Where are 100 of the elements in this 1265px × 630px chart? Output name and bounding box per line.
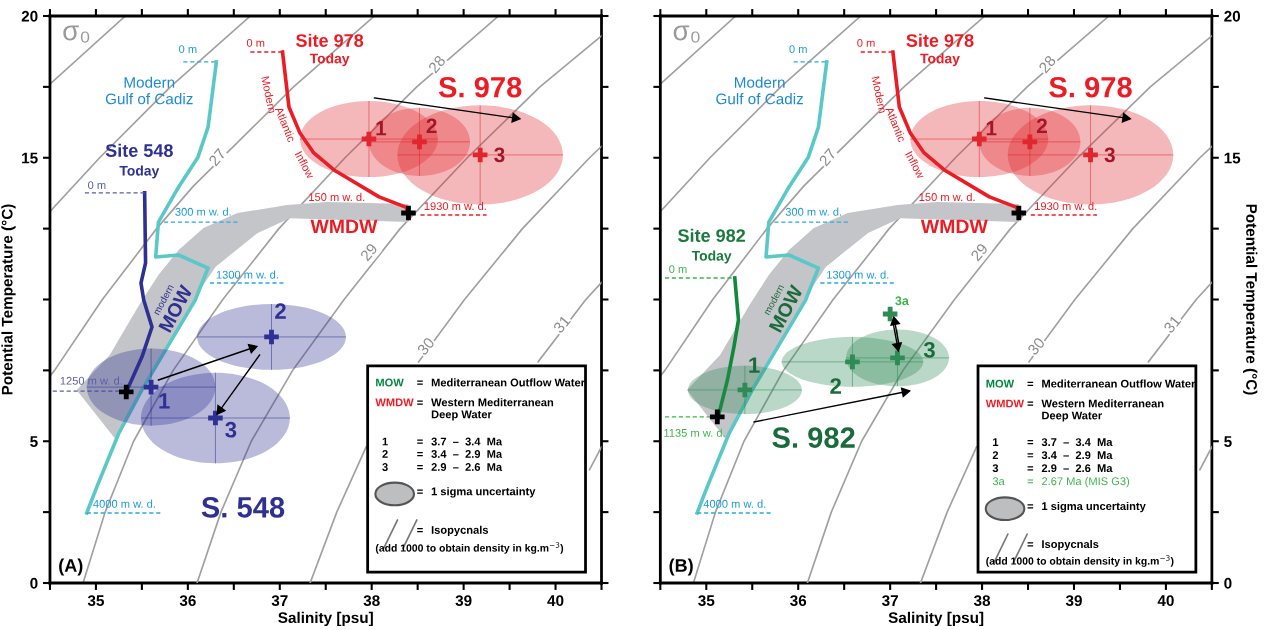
annotation: 1 (159, 393, 170, 409)
annotation: 31 (552, 314, 572, 334)
annotation: 0 m (88, 181, 106, 190)
annotation: WMDW = Western Mediterranean Deep Water (985, 399, 1164, 422)
annotation: Site 548 (105, 143, 173, 157)
annotation: 27 (818, 147, 837, 167)
y-tick-label: 15 (1224, 152, 1241, 164)
y-tick-label: 20 (21, 10, 38, 22)
annotation: 1930 m w. d. (424, 201, 486, 211)
x-tick-label: 40 (547, 595, 564, 607)
y-tick-label: 5 (30, 436, 38, 447)
annotation: 150 m w. d. (919, 192, 975, 201)
annotation: (add 1000 to obtain density in kg.m$^{−3}$) (375, 542, 564, 554)
annotation: 28 (427, 54, 447, 74)
text: (A) (59, 558, 83, 576)
y-tick-label: 20 (1224, 10, 1241, 22)
annotation: S. 982 (772, 427, 855, 448)
annotation: Today (691, 250, 732, 264)
annotation: 0 m (246, 38, 265, 47)
annotation: Inflow (294, 150, 316, 180)
x-tick-label: 35 (698, 595, 715, 607)
annotation: 3 (1104, 147, 1115, 163)
annotation: 2 (830, 378, 842, 394)
annotation: 2 (426, 118, 437, 134)
x-tick-label: 37 (881, 595, 898, 607)
annotation: 27 (208, 147, 227, 167)
text: 3 = 2.9 – 2.6 Ma (992, 464, 1113, 473)
annotation: 300 m w. d. (175, 207, 231, 216)
text: 1 = 3.7 – 3.4 Ma (382, 437, 503, 446)
annotation: 4000 m w. d. (93, 499, 155, 508)
annotation: WMDW (920, 219, 988, 234)
text: 3a = 2.67 Ma (MIS G3) (992, 476, 1130, 488)
y-tick-label: 0 (30, 577, 38, 589)
annotation: 1 (986, 121, 997, 136)
annotation: 1 (749, 357, 760, 373)
annotation: = Isopycnals (417, 525, 489, 537)
annotation: WMDW (310, 219, 378, 234)
annotation: = Isopycnals (1027, 539, 1099, 551)
annotation: 4000 m w. d. (703, 499, 766, 508)
annotation: 0 m (179, 45, 197, 53)
annotation: 30 (416, 336, 436, 356)
x-tick-label: 37 (271, 595, 288, 607)
text: (B) (669, 558, 693, 576)
annotation: Site 982 (678, 228, 746, 242)
annotation: 1930 m w. d. (1035, 201, 1097, 211)
annotation: 28 (1038, 54, 1057, 74)
annotation: S. 978 (1049, 76, 1132, 98)
annotation: Modern Gulf of Cadiz (716, 76, 803, 105)
annotation: = 1 sigma uncertainty (1027, 501, 1146, 513)
annotation: (add 1000 to obtain density in kg.m$^{−3}$) (986, 555, 1174, 567)
annotation: WMDW = Western Mediterranean Deep Water (375, 398, 554, 421)
annotation: 30 (1026, 336, 1046, 356)
y-tick-label: 5 (1224, 436, 1232, 447)
annotation: Modern Gulf of Cadiz (105, 76, 193, 105)
annotation: 3 (494, 147, 505, 163)
annotation: Site 978 (295, 33, 364, 47)
text: MOW = Mediterranean Outflow Water (986, 379, 1196, 388)
annotation: 150 m w. d. (309, 192, 365, 201)
x-tick-label: 36 (179, 595, 196, 607)
annotation: S. 978 (438, 76, 522, 98)
annotation: 0 m (789, 45, 807, 53)
annotation: 1 (376, 121, 387, 136)
x-axis-title: Salinity [psu] (278, 611, 373, 627)
x-tick-label: 38 (363, 595, 380, 607)
x-tick-label: 38 (973, 595, 991, 607)
annotation: 1300 m w. d. (216, 270, 278, 279)
annotation: 3 (225, 421, 237, 438)
y-tick-label: 0 (1224, 577, 1232, 589)
annotation: Modern (871, 76, 888, 114)
text: 2 = 3.4 – 2.9 Ma (382, 450, 503, 458)
annotation: 31 (1163, 314, 1182, 334)
annotation: 2 (1036, 118, 1047, 134)
annotation: Today (309, 53, 350, 67)
x-tick-label: 39 (1065, 595, 1082, 607)
annotation: σ₀ (673, 25, 700, 43)
text: 1 = 3.7 – 3.4 Ma (993, 438, 1113, 447)
annotation: = 1 sigma uncertainty (417, 487, 536, 498)
x-tick-label: 39 (455, 595, 472, 607)
x-axis-title: Salinity [psu] (888, 611, 984, 627)
annotation: 0 m (857, 38, 875, 47)
annotation: 1135 m w. d. (664, 428, 725, 437)
text: 3 = 2.9 – 2.6 Ma (382, 463, 503, 471)
y2-axis-title: Potential Temperature (°C) (1243, 204, 1258, 395)
annotation: 2 (275, 303, 286, 319)
annotation: Today (119, 165, 160, 179)
text: 2 = 3.4 – 2.9 Ma (992, 451, 1113, 460)
annotation: 3 (923, 341, 935, 358)
annotation: Site 978 (906, 33, 974, 47)
y-axis-title: Potential Temperature (°C) (1, 204, 16, 395)
annotation: 1300 m w. d. (827, 270, 889, 279)
annotation: Today (920, 53, 960, 67)
x-tick-label: 35 (87, 595, 104, 607)
y-tick-label: 15 (22, 152, 38, 164)
annotation: S. 548 (201, 497, 285, 518)
annotation: 29 (970, 242, 989, 262)
x-tick-label: 40 (1157, 595, 1174, 607)
annotation: σ₀ (63, 25, 90, 43)
annotation: 3a (895, 296, 909, 306)
annotation: 0 m (669, 265, 687, 273)
x-tick-label: 36 (790, 595, 807, 607)
